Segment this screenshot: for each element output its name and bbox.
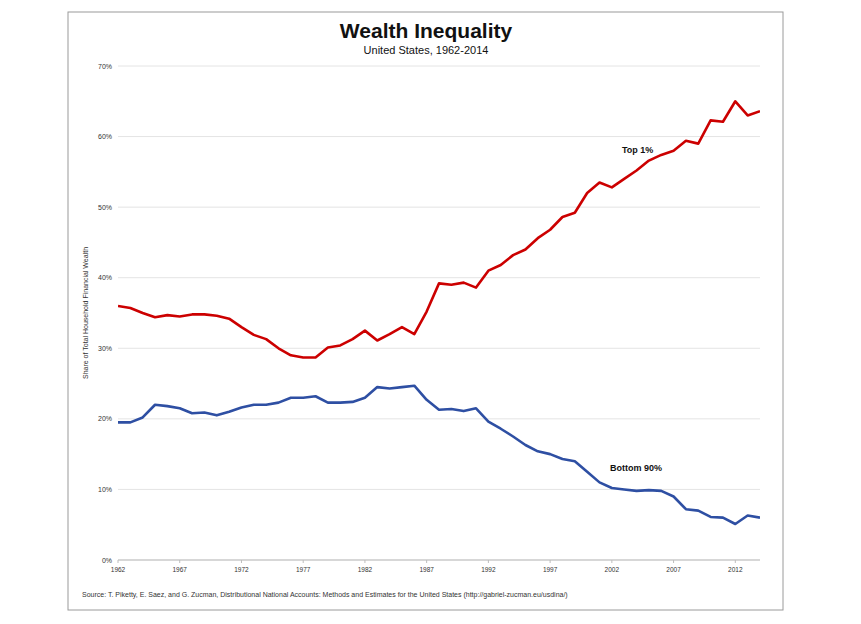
series-line: [118, 101, 760, 357]
x-tick-label: 2002: [605, 566, 620, 573]
lines: [118, 101, 760, 524]
x-tick-label: 1987: [419, 566, 434, 573]
x-tick: [735, 560, 736, 563]
x-tick: [179, 560, 180, 563]
x-tick: [673, 560, 674, 563]
x-tick: [426, 560, 427, 563]
x-axis: 1962 1967 1972 1977 1982 1987 1992 1997 2002 2007…: [111, 560, 760, 573]
y-tick-label: 10%: [98, 486, 112, 493]
x-axis-line: [118, 560, 760, 561]
y-tick-label: 70%: [98, 63, 112, 70]
x-tick-label: 1997: [543, 566, 558, 573]
y-tick-label: 0%: [102, 557, 112, 564]
y-tick-label: 60%: [98, 133, 112, 140]
x-tick-label: 1977: [296, 566, 311, 573]
x-tick: [550, 560, 551, 563]
title: Wealth Inequality: [340, 19, 513, 42]
y-tick-label: 20%: [98, 415, 112, 422]
grid-line: [118, 560, 760, 561]
grid-line: [118, 348, 760, 349]
subtitle: United States, 1962-2014: [364, 44, 489, 56]
x-tick-label: 1992: [481, 566, 496, 573]
x-tick-label: 2012: [728, 566, 743, 573]
frame: [68, 12, 783, 610]
grid-line: [118, 277, 760, 278]
x-tick: [488, 560, 489, 563]
series-label: Top 1%: [622, 145, 653, 155]
chart: Wealth Inequality United States, 1962-201…: [0, 0, 861, 624]
x-tick: [118, 560, 119, 563]
x-tick-label: 1967: [172, 566, 187, 573]
series-label: Bottom 90%: [610, 463, 662, 473]
y-tick-label: 50%: [98, 204, 112, 211]
grid-line: [118, 418, 760, 419]
grid-line: [118, 136, 760, 137]
y-tick-label: 40%: [98, 274, 112, 281]
source: Source: T. Piketty, E. Saez, and G. Zucm…: [82, 591, 568, 599]
series-line: [118, 386, 760, 524]
x-tick-label: 2007: [666, 566, 681, 573]
y-tick-label: 30%: [98, 345, 112, 352]
y-axis-label: Share of Total Household Financial Wealt…: [82, 247, 89, 379]
x-tick: [303, 560, 304, 563]
grid-line: [118, 489, 760, 490]
x-tick-label: 1962: [111, 566, 126, 573]
x-tick-label: 1982: [358, 566, 373, 573]
y-axis: 0% 10% 20% 30% 40% 50% 60% 70%: [98, 63, 760, 564]
x-tick: [364, 560, 365, 563]
x-tick-label: 1972: [234, 566, 249, 573]
x-tick: [611, 560, 612, 563]
grid-line: [118, 66, 760, 67]
x-tick: [241, 560, 242, 563]
grid-line: [118, 207, 760, 208]
